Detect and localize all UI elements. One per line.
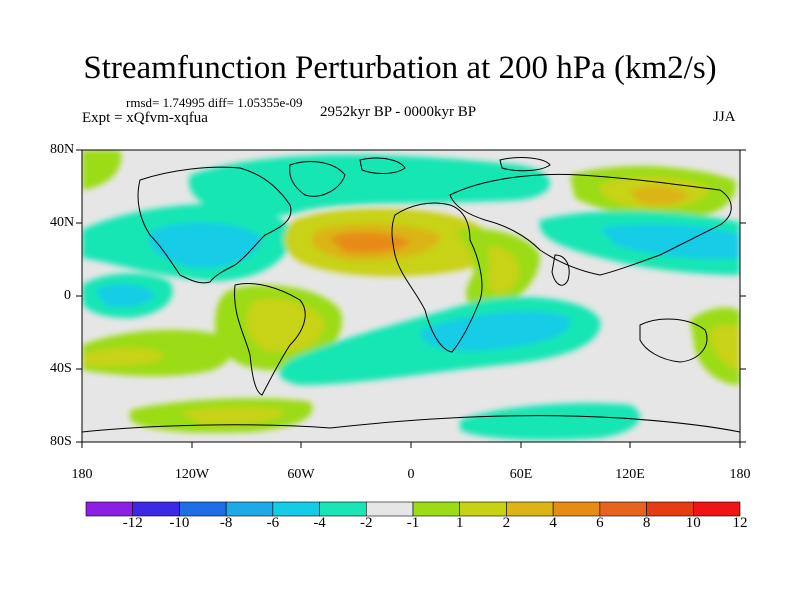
colorbar-swatch xyxy=(225,501,274,517)
colorbar-swatch xyxy=(319,501,367,517)
lat-label-40n: 40N xyxy=(50,215,75,230)
colorbar-swatch xyxy=(459,501,507,517)
colorbar-swatch xyxy=(272,501,320,517)
colorbar-label: 4 xyxy=(549,515,557,531)
stats-text: rmsd= 1.74995 diff= 1.05355e-09 xyxy=(126,95,303,110)
colorbar-label: -4 xyxy=(313,515,326,531)
colorbar-swatch xyxy=(132,501,180,517)
lon-label-120e: 120E xyxy=(615,467,645,482)
lat-label-40s: 40S xyxy=(50,361,72,376)
colorbar-label: 1 xyxy=(455,515,464,531)
chart-title: Streamfunction Perturbation at 200 hPa (… xyxy=(83,50,717,86)
lon-label-180e: 180 xyxy=(729,467,751,482)
experiment-label: Expt = xQfvm-xqfua xyxy=(82,110,208,126)
colorbar-label: 12 xyxy=(732,515,748,531)
contour-field xyxy=(82,150,740,442)
lat-label-80s: 80S xyxy=(50,434,72,449)
colorbar-label: -12 xyxy=(122,515,143,531)
lat-label-0: 0 xyxy=(64,288,71,303)
period-label: 2952kyr BP - 0000kyr BP xyxy=(320,104,477,120)
lon-label-60e: 60E xyxy=(509,467,533,482)
colorbar-swatch xyxy=(85,501,134,517)
coastlines xyxy=(82,157,740,433)
colorbar-label: 6 xyxy=(596,515,604,531)
colorbar-swatch xyxy=(692,501,741,517)
colorbar-label: 8 xyxy=(642,515,651,531)
colorbar-label: -10 xyxy=(169,515,190,531)
colorbar-label: -1 xyxy=(406,515,420,531)
colorbar-swatch xyxy=(599,501,647,517)
lon-label-60w: 60W xyxy=(287,467,315,482)
colorbar xyxy=(85,501,741,517)
colorbar-swatch xyxy=(646,501,694,517)
lon-ticks xyxy=(81,442,741,448)
colorbar-label: -8 xyxy=(219,515,233,531)
colorbar-swatch xyxy=(552,501,601,517)
lon-label-0: 0 xyxy=(407,467,415,482)
colorbar-swatch xyxy=(365,501,414,517)
colorbar-swatch xyxy=(506,501,554,517)
season-label: JJA xyxy=(713,109,736,125)
colorbar-label: 2 xyxy=(502,515,511,531)
colorbar-label: -2 xyxy=(360,515,373,531)
lon-label-120w: 120W xyxy=(174,467,210,482)
colorbar-swatch xyxy=(412,501,461,517)
lat-label-80n: 80N xyxy=(50,142,75,157)
lon-label-180w: 180 xyxy=(71,467,93,482)
lat-ticks xyxy=(76,149,746,443)
colorbar-label: 10 xyxy=(685,515,701,531)
colorbar-swatch xyxy=(179,501,227,517)
colorbar-label: -6 xyxy=(266,515,280,531)
